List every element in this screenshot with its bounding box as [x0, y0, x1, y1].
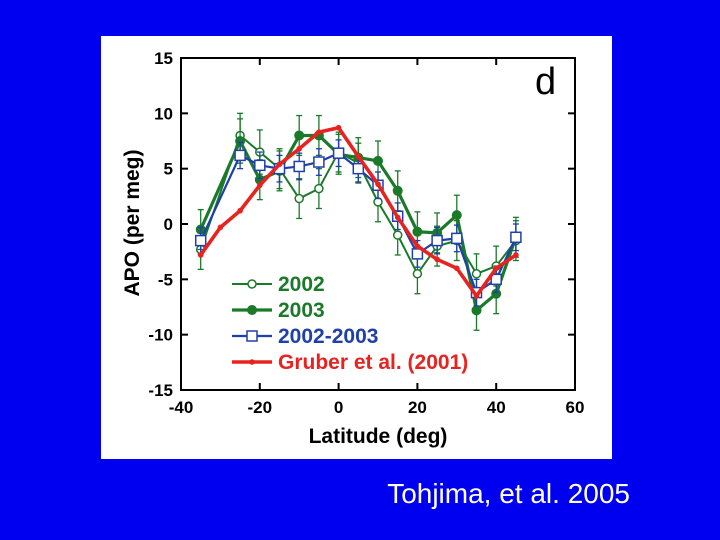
data-point	[355, 153, 362, 160]
legend-label: 2003	[278, 299, 325, 322]
data-point	[412, 269, 423, 279]
data-point	[451, 210, 462, 221]
data-point	[493, 265, 500, 272]
data-point	[294, 130, 305, 141]
legend-label: 2002-2003	[278, 325, 378, 348]
data-point	[194, 234, 207, 247]
data-point	[373, 155, 383, 166]
data-point	[510, 231, 522, 244]
data-point	[375, 181, 381, 187]
citation-text: Tohjima, et al. 2005	[387, 478, 630, 509]
data-point	[471, 269, 482, 279]
data-point	[434, 256, 440, 263]
data-point	[296, 145, 302, 152]
data-point	[316, 129, 322, 135]
y-tick-label: 5	[164, 160, 173, 179]
data-point	[294, 193, 304, 204]
data-point	[392, 230, 403, 240]
data-point	[454, 265, 460, 272]
data-point	[414, 243, 421, 249]
legend-item-2002-2003: 2002-2003	[232, 325, 378, 348]
legend-marker	[247, 279, 257, 289]
legend-marker	[246, 330, 258, 342]
data-point	[254, 159, 266, 172]
legend-item-2002: 2002	[232, 273, 325, 296]
data-point	[217, 224, 224, 231]
y-tick-label: 15	[154, 49, 173, 68]
data-point	[471, 305, 482, 316]
y-tick-label: -15	[148, 381, 173, 400]
data-point	[490, 273, 502, 286]
y-tick-label: 10	[154, 104, 173, 123]
data-point	[197, 252, 204, 258]
data-point	[473, 293, 480, 299]
axis-ticks: -40 -20 0 20 40 60 15 10 5 0 -5 -10 -15	[148, 49, 584, 417]
x-tick-label: 60	[566, 398, 585, 417]
x-tick-label: -20	[248, 398, 273, 417]
legend-label: Gruber et al. (2001)	[278, 351, 468, 374]
legend: 2002 2003 2002-2003 Gruber et al. (2001)	[232, 273, 468, 374]
x-tick-label: -40	[169, 398, 194, 417]
data-series	[194, 112, 522, 331]
data-point	[451, 232, 463, 245]
y-tick-label: 0	[164, 215, 173, 234]
data-point	[332, 147, 345, 159]
data-point	[314, 183, 324, 194]
data-point	[513, 252, 519, 258]
legend-item-2003: 2003	[232, 299, 325, 322]
data-point	[431, 234, 443, 247]
data-point	[257, 182, 263, 189]
series-2002-2003	[194, 139, 522, 307]
x-tick-label: 40	[487, 398, 506, 417]
data-point	[313, 156, 325, 168]
data-point	[234, 149, 246, 162]
data-point	[276, 161, 283, 168]
legend-marker	[249, 359, 255, 365]
panel-label: d	[535, 61, 556, 103]
data-point	[237, 207, 243, 214]
legend-item-gruber-et-al-2001: Gruber et al. (2001)	[232, 351, 468, 374]
legend-marker	[247, 305, 257, 315]
x-axis-label: Latitude (deg)	[309, 425, 448, 448]
series-gruber-et-al-2001	[197, 124, 519, 299]
data-point	[335, 124, 342, 131]
y-tick-label: -5	[158, 270, 173, 289]
data-point	[352, 162, 365, 175]
legend-label: 2002	[278, 273, 325, 296]
data-point	[293, 160, 305, 173]
data-point	[394, 214, 401, 221]
data-point	[392, 185, 403, 196]
x-tick-label: 20	[408, 398, 427, 417]
y-tick-label: -10	[148, 326, 173, 345]
figure-panel: -40 -20 0 20 40 60 15 10 5 0 -5 -10 -15 2002 2003 2002…	[101, 36, 612, 459]
data-point	[412, 226, 423, 237]
x-tick-label: 0	[334, 398, 343, 417]
y-axis-label: APO (per meg)	[121, 149, 144, 296]
series-line	[199, 152, 517, 294]
